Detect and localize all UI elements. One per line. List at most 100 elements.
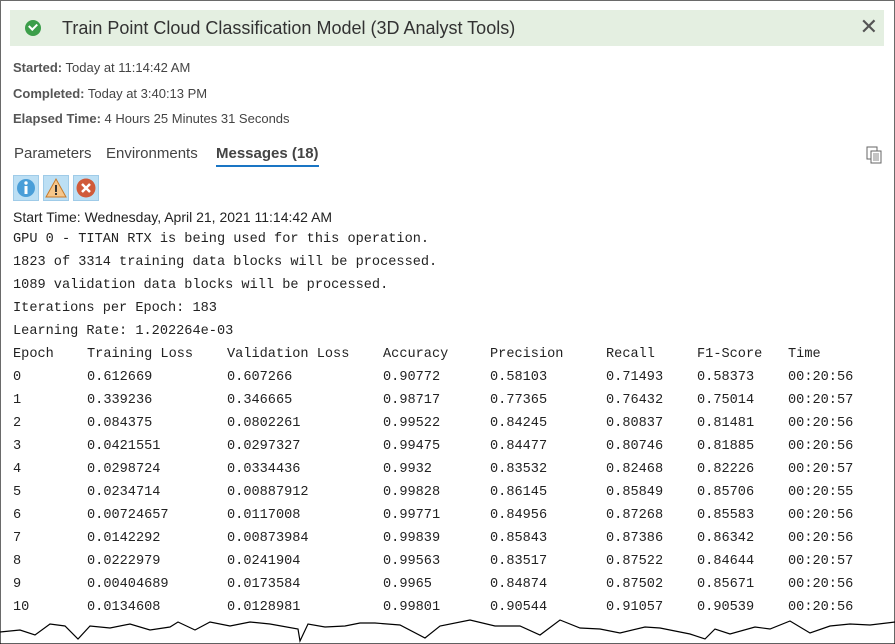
table-cell: 10	[13, 600, 30, 615]
started-info: Started: Today at 11:14:42 AM	[13, 60, 190, 75]
table-cell: 0.82468	[606, 462, 664, 477]
table-cell: 00:20:56	[788, 577, 854, 592]
table-cell: 0.86342	[697, 531, 755, 546]
table-cell: 0.87522	[606, 554, 664, 569]
error-filter-button[interactable]	[73, 175, 99, 201]
table-cell: 0.84956	[490, 508, 548, 523]
table-cell: 0.99563	[383, 554, 441, 569]
table-cell: 0.90544	[490, 600, 548, 615]
table-cell: 0.76432	[606, 393, 664, 408]
completed-info: Completed: Today at 3:40:13 PM	[13, 86, 207, 101]
table-cell: 6	[13, 508, 22, 523]
table-cell: 0.0173584	[227, 577, 301, 592]
table-cell: 0.87268	[606, 508, 664, 523]
table-cell: 0.77365	[490, 393, 548, 408]
tab-messages[interactable]: Messages (18)	[216, 145, 319, 167]
table-cell: 0.86145	[490, 485, 548, 500]
column-header: Precision	[490, 347, 564, 362]
table-cell: 00:20:56	[788, 600, 854, 615]
error-icon	[76, 178, 96, 198]
table-cell: 0.612669	[87, 370, 153, 385]
table-cell: 0.87386	[606, 531, 664, 546]
column-header: F1-Score	[697, 347, 763, 362]
table-cell: 0.99522	[383, 416, 441, 431]
table-cell: 0.85706	[697, 485, 755, 500]
table-cell: 0.607266	[227, 370, 293, 385]
column-header: Validation Loss	[227, 347, 350, 362]
table-cell: 0.87502	[606, 577, 664, 592]
table-cell: 0.0421551	[87, 439, 161, 454]
completed-label: Completed:	[13, 86, 85, 101]
table-cell: 0.90772	[383, 370, 441, 385]
table-cell: 00:20:56	[788, 416, 854, 431]
message-line: Learning Rate: 1.202264e-03	[13, 324, 234, 339]
copy-icon[interactable]	[866, 146, 882, 164]
table-cell: 0.85849	[606, 485, 664, 500]
message-line: GPU 0 - TITAN RTX is being used for this…	[13, 232, 430, 247]
table-cell: 0.0128981	[227, 600, 301, 615]
info-filter-button[interactable]	[13, 175, 39, 201]
column-header: Recall	[606, 347, 655, 362]
table-cell: 0.71493	[606, 370, 664, 385]
table-cell: 0.99839	[383, 531, 441, 546]
table-cell: 5	[13, 485, 22, 500]
status-banner: Train Point Cloud Classification Model (…	[10, 10, 884, 46]
elapsed-value: 4 Hours 25 Minutes 31 Seconds	[104, 111, 290, 126]
table-cell: 0.85671	[697, 577, 755, 592]
table-cell: 0.99771	[383, 508, 441, 523]
table-cell: 0.0298724	[87, 462, 161, 477]
message-line: 1823 of 3314 training data blocks will b…	[13, 255, 438, 270]
table-cell: 0.0134608	[87, 600, 161, 615]
table-cell: 0.91057	[606, 600, 664, 615]
started-label: Started:	[13, 60, 63, 75]
tab-environments[interactable]: Environments	[106, 145, 198, 162]
table-cell: 0.81885	[697, 439, 755, 454]
table-cell: 00:20:56	[788, 370, 854, 385]
tab-parameters[interactable]: Parameters	[14, 145, 92, 162]
table-cell: 0.85843	[490, 531, 548, 546]
table-cell: 0.9932	[383, 462, 432, 477]
table-cell: 0.58103	[490, 370, 548, 385]
table-cell: 2	[13, 416, 22, 431]
table-cell: 0.00724657	[87, 508, 169, 523]
close-icon[interactable]: ✕	[859, 14, 878, 39]
table-cell: 0.9965	[383, 577, 432, 592]
column-header: Epoch	[13, 347, 54, 362]
torn-edge	[0, 619, 895, 644]
table-cell: 0.84245	[490, 416, 548, 431]
table-cell: 1	[13, 393, 22, 408]
table-cell: 0.98717	[383, 393, 441, 408]
table-cell: 0.84874	[490, 577, 548, 592]
table-cell: 0.99828	[383, 485, 441, 500]
table-cell: 0.0802261	[227, 416, 301, 431]
table-cell: 8	[13, 554, 22, 569]
table-cell: 0.00887912	[227, 485, 309, 500]
table-cell: 0.0142292	[87, 531, 161, 546]
table-cell: 0.0241904	[227, 554, 301, 569]
table-cell: 00:20:57	[788, 393, 854, 408]
warning-filter-button[interactable]	[43, 175, 69, 201]
table-cell: 0.99801	[383, 600, 441, 615]
column-header: Time	[788, 347, 821, 362]
column-header: Accuracy	[383, 347, 449, 362]
table-cell: 0.80837	[606, 416, 664, 431]
message-line: Iterations per Epoch: 183	[13, 301, 217, 316]
start-time-message: Start Time: Wednesday, April 21, 2021 11…	[13, 209, 333, 225]
table-cell: 0.82226	[697, 462, 755, 477]
table-cell: 0.339236	[87, 393, 153, 408]
tool-title: Train Point Cloud Classification Model (…	[62, 18, 516, 38]
table-cell: 9	[13, 577, 22, 592]
table-cell: 0.83532	[490, 462, 548, 477]
elapsed-info: Elapsed Time: 4 Hours 25 Minutes 31 Seco…	[13, 111, 290, 126]
table-cell: 0.0297327	[227, 439, 301, 454]
table-cell: 0.0234714	[87, 485, 161, 500]
table-cell: 3	[13, 439, 22, 454]
warning-icon	[45, 177, 67, 198]
completed-value: Today at 3:40:13 PM	[87, 86, 208, 101]
column-header: Training Loss	[87, 347, 194, 362]
table-cell: 0.83517	[490, 554, 548, 569]
table-cell: 0.99475	[383, 439, 441, 454]
table-cell: 00:20:56	[788, 508, 854, 523]
table-cell: 0.084375	[87, 416, 153, 431]
table-cell: 0.0117008	[227, 508, 301, 523]
